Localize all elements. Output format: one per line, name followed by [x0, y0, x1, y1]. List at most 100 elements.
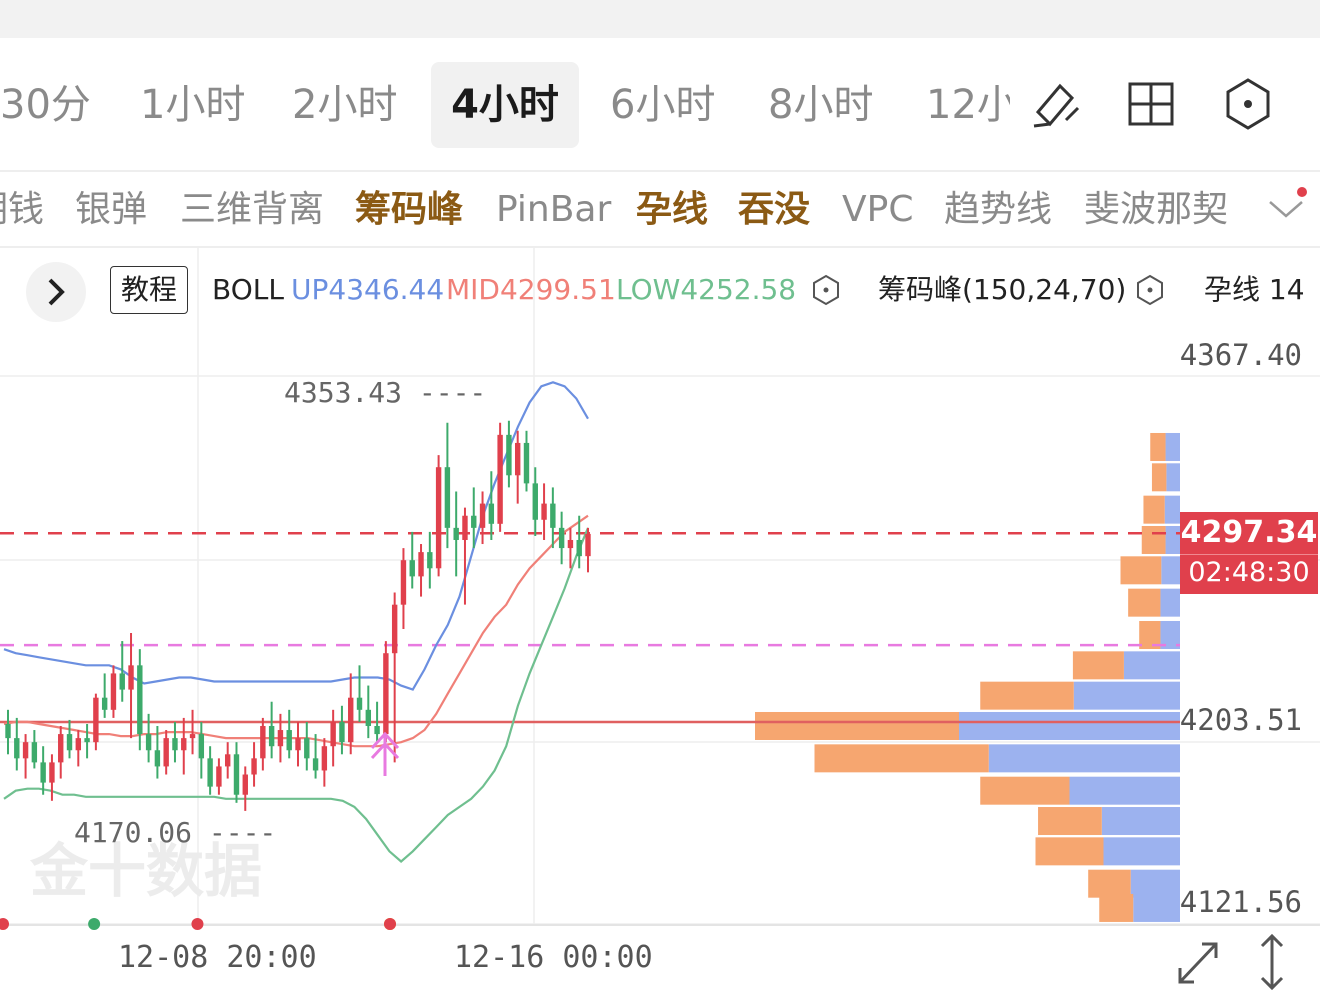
volume-profile-bar-buy — [1123, 651, 1180, 680]
candle-body — [268, 725, 275, 747]
candle-body — [216, 766, 222, 787]
candle-body — [348, 697, 354, 743]
volume-profile-bar-buy — [1073, 681, 1180, 710]
volume-profile-bar-buy — [1160, 621, 1180, 650]
volume-profile-bar-sell — [1120, 556, 1162, 585]
candle-body — [541, 503, 547, 520]
candle-body — [163, 738, 169, 767]
indicator-item[interactable]: 斐波那契 — [1084, 189, 1229, 230]
indicator-item[interactable]: 期钱 — [0, 189, 45, 230]
volume-profile-bar-sell — [1141, 525, 1166, 554]
chart-grid — [0, 246, 1320, 926]
price-axis-label: 4367.40 — [1179, 338, 1302, 372]
candle-body — [312, 758, 319, 771]
chip-peak-label: 筹码峰(150,24,70) — [878, 273, 1127, 306]
vertical-scale-icon[interactable] — [1244, 932, 1300, 992]
candle-body — [365, 709, 372, 726]
timeframe-8h[interactable]: 8小时 — [768, 82, 874, 128]
indicator-item[interactable]: 孕线 — [636, 189, 709, 230]
pregnant-line-label: 孕线 14 — [1204, 273, 1305, 306]
signal-markers — [0, 918, 396, 930]
candle-body — [101, 697, 108, 710]
candle-body — [400, 560, 407, 605]
signal-dot — [0, 918, 9, 930]
boll-low-value: LOW4252.58 — [616, 273, 797, 306]
tutorial-button[interactable]: 教程 — [110, 266, 188, 314]
candle-body — [224, 754, 231, 767]
candle-body — [462, 515, 468, 540]
indicator-item[interactable]: VPC — [842, 189, 914, 230]
indicator-item[interactable]: 趋势线 — [944, 189, 1053, 230]
candle-body — [550, 503, 556, 528]
grid-layout-icon[interactable] — [1120, 72, 1184, 136]
candlestick-chart[interactable]: 金十数据 — [0, 246, 1320, 1004]
timeframe-30m[interactable]: 30分 — [0, 82, 91, 128]
volume-profile-bar-sell — [1099, 893, 1134, 922]
volume-profile-bar-sell — [1151, 463, 1167, 492]
candle-body — [374, 725, 380, 735]
signal-dot — [384, 918, 396, 930]
candle-body — [31, 742, 38, 763]
volume-profile-bar-sell — [1143, 495, 1165, 524]
candle-body — [514, 442, 521, 476]
volume-profile-bar-buy — [1161, 556, 1180, 585]
candle-body — [330, 721, 336, 747]
volume-profile-bar-buy — [1164, 495, 1180, 524]
date-axis-label: 12-16 00:00 — [454, 940, 653, 975]
candle-body — [339, 721, 345, 743]
candle-body — [427, 552, 433, 569]
expand-button[interactable] — [26, 262, 86, 322]
candle-body — [22, 742, 29, 759]
candle-body — [488, 503, 495, 524]
candle-body — [471, 515, 477, 528]
indicator-item[interactable]: PinBar — [496, 189, 612, 230]
boll-settings-icon[interactable] — [808, 272, 844, 308]
draw-pen-icon[interactable] — [1024, 72, 1088, 136]
volume-profile-bar-buy — [1069, 776, 1180, 805]
candle-body — [567, 539, 574, 549]
candle-body — [321, 746, 328, 771]
candle-body — [409, 560, 415, 577]
timeframe-12h[interactable]: 12小 — [926, 82, 1010, 128]
indicator-item[interactable]: 吞没 — [738, 189, 811, 230]
chevron-down-icon[interactable] — [1262, 184, 1310, 232]
indicator-item[interactable]: 三维背离 — [180, 189, 325, 230]
candle-body — [391, 604, 398, 654]
candle-body — [128, 665, 134, 690]
hexagon-settings-icon[interactable] — [1216, 72, 1280, 136]
timeframe-2h[interactable]: 2小时 — [292, 82, 398, 128]
candle-body — [576, 539, 582, 557]
fullscreen-icon[interactable] — [1170, 932, 1226, 992]
volume-profile-bar-sell — [1035, 837, 1104, 866]
candle-body — [119, 673, 125, 690]
candle-body — [181, 738, 187, 751]
price-axis-label: 4203.51 — [1179, 703, 1302, 737]
indicator-item[interactable]: 筹码峰 — [355, 189, 464, 230]
candle-body — [40, 762, 46, 783]
volume-profile-bar-sell — [1038, 807, 1102, 836]
candle-body — [286, 730, 292, 751]
candle-body — [5, 723, 11, 739]
timeframe-4h[interactable]: 4小时 — [431, 62, 579, 148]
volume-profile-bar-sell — [814, 744, 989, 773]
horizontal-lines — [0, 531, 1180, 724]
candle-body — [49, 762, 55, 783]
timeframe-6h[interactable]: 6小时 — [610, 82, 716, 128]
candle-body — [198, 734, 205, 759]
candle-body — [84, 738, 90, 743]
volume-profile-bar-sell — [980, 681, 1074, 710]
chip-settings-icon[interactable] — [1132, 272, 1168, 308]
volume-profile-bar-sell — [1128, 588, 1161, 617]
bar-countdown: 02:48:30 — [1180, 554, 1318, 591]
volume-profile-bar-buy — [1166, 463, 1180, 492]
indicator-item[interactable]: 银弹 — [75, 189, 148, 230]
volume-profile-bar-buy — [1103, 837, 1180, 866]
candle-body — [93, 697, 99, 743]
current-price-badge: 4297.34 02:48:30 — [1180, 512, 1318, 594]
timeframe-1h[interactable]: 1小时 — [140, 82, 246, 128]
candle-body — [418, 552, 424, 577]
candle-body — [585, 533, 591, 557]
candle-body — [479, 503, 486, 528]
volume-profile-bar-buy — [1130, 869, 1180, 898]
candle-body — [558, 527, 565, 549]
